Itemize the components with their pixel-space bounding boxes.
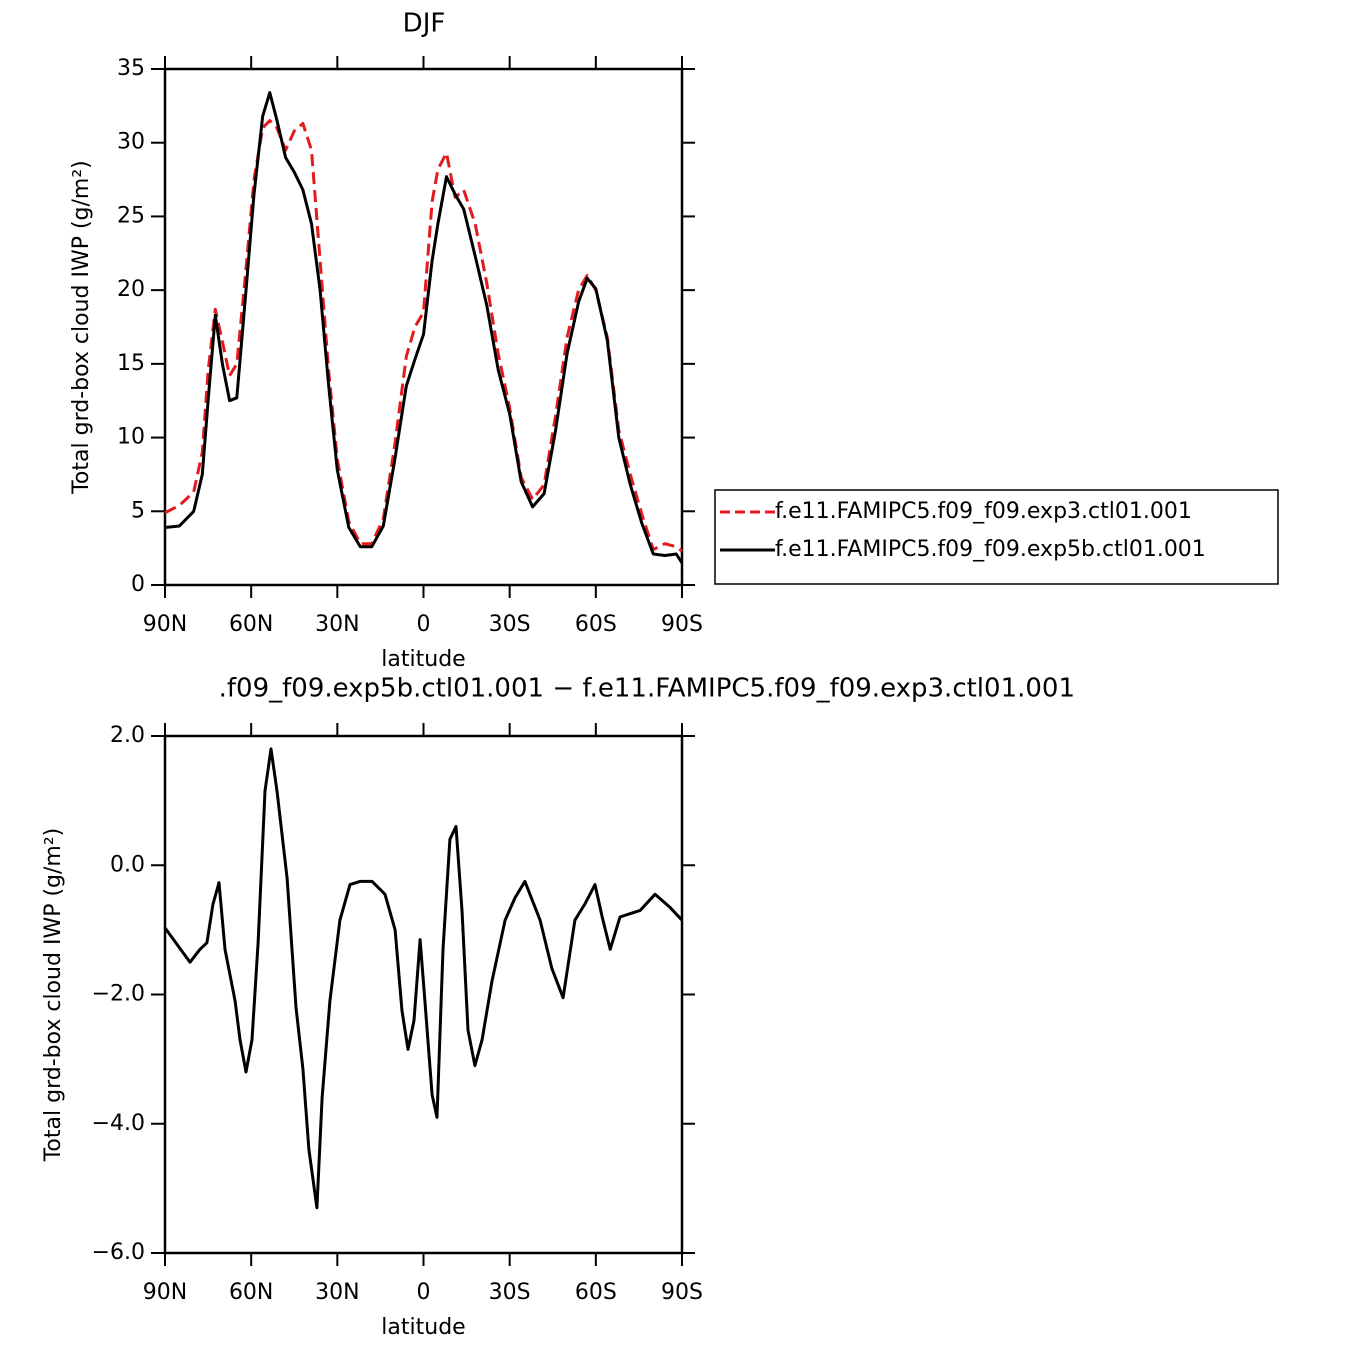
x-tick-label: 90S [661,612,703,637]
chart-title: .f09_f09.exp5b.ctl01.001 − f.e11.FAMIPC5… [219,674,1075,704]
x-axis-label: latitude [381,1315,465,1340]
legend-label: f.e11.FAMIPC5.f09_f09.exp3.ctl01.001 [775,499,1192,524]
y-tick-label: 5 [131,498,145,523]
y-tick-label: −6.0 [92,1240,145,1265]
y-tick-label: −2.0 [92,982,145,1007]
chart-title: DJF [403,9,446,39]
y-tick-label: 15 [117,351,145,376]
y-tick-label: 2.0 [110,723,145,748]
y-tick-label: 35 [117,56,145,81]
legend-box [714,489,1279,585]
x-tick-label: 60N [229,1280,273,1305]
x-tick-label: 30N [315,612,359,637]
series-line [164,119,683,553]
y-tick-label: 10 [117,425,145,450]
x-tick-label: 60N [229,612,273,637]
y-tick-label: 30 [117,130,145,155]
x-axis-label: latitude [381,647,465,672]
y-tick-label: 0.0 [110,852,145,877]
y-tick-label: −4.0 [92,1111,145,1136]
x-tick-label: 30S [489,612,531,637]
y-axis-label: Total grd-box cloud IWP (g/m²) [69,160,94,495]
series-line [164,91,684,564]
x-tick-label: 90N [143,1280,187,1305]
plot-frame [163,734,684,1255]
plot-frame [163,67,684,587]
y-tick-label: 25 [117,203,145,228]
y-axis-label: Total grd-box cloud IWP (g/m²) [41,828,66,1163]
x-tick-label: 0 [417,612,431,637]
y-tick-label: 0 [131,572,145,597]
x-tick-label: 90N [143,612,187,637]
x-tick-label: 90S [661,1280,703,1305]
x-tick-label: 60S [575,612,617,637]
x-tick-label: 30N [315,1280,359,1305]
x-tick-label: 0 [417,1280,431,1305]
legend-label: f.e11.FAMIPC5.f09_f09.exp5b.ctl01.001 [775,537,1206,562]
x-tick-label: 60S [575,1280,617,1305]
x-tick-label: 30S [489,1280,531,1305]
y-tick-label: 20 [117,277,145,302]
series-line [163,747,684,1210]
